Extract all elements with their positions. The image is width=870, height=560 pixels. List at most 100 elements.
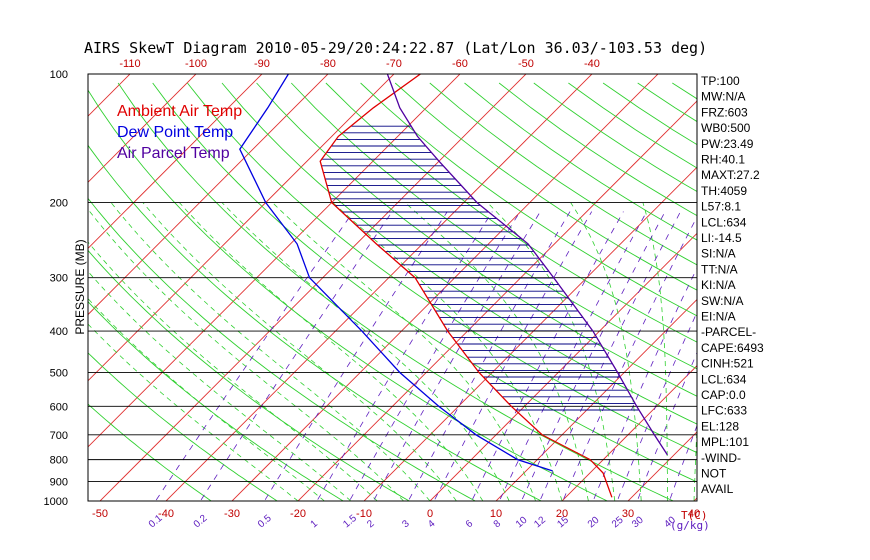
dry-adiabat-line bbox=[88, 249, 411, 501]
mixing-ratio-label: 8 bbox=[492, 518, 504, 530]
bottom-temp-tick-label: -10 bbox=[356, 508, 372, 520]
bottom-temperature-axis: -50 -40 -30 -20 -10 0 10 20 30 40 bbox=[92, 508, 700, 520]
mixing-ratio-line bbox=[471, 211, 624, 501]
isotherm-line bbox=[88, 74, 329, 316]
bottom-temp-tick-label: 0 bbox=[427, 508, 433, 520]
pressure-tick-label: 1000 bbox=[44, 496, 68, 508]
index-entry: SW:N/A bbox=[701, 294, 743, 308]
dry-adiabat-line bbox=[776, 83, 870, 510]
isotherm-line bbox=[88, 74, 197, 183]
index-entry: L57:8.1 bbox=[701, 200, 741, 214]
dry-adiabat-line bbox=[88, 352, 279, 501]
dry-adiabat-line bbox=[290, 82, 697, 370]
pressure-tick-label: 400 bbox=[50, 326, 68, 338]
mixing-ratio-line bbox=[636, 351, 697, 501]
isotherm-line bbox=[495, 298, 697, 501]
bottom-temp-tick-label: -50 bbox=[92, 508, 108, 520]
pressure-tick-label: 300 bbox=[50, 273, 68, 285]
mixing-ratio-line bbox=[372, 211, 541, 501]
moist-adiabat-line bbox=[88, 241, 378, 501]
chart-title: AIRS SkewT Diagram 2010-05-29/20:24:22.8… bbox=[84, 39, 707, 57]
isotherm-line bbox=[231, 74, 659, 501]
index-entry: LCL:634 bbox=[701, 215, 747, 229]
index-entry: PW:23.49 bbox=[701, 137, 754, 151]
top-temp-tick-label: -60 bbox=[452, 58, 468, 70]
pressure-tick-label: 200 bbox=[50, 198, 68, 210]
isotherm-line bbox=[88, 74, 263, 250]
moist-adiabat-line bbox=[179, 202, 484, 501]
index-entry: EI:N/A bbox=[701, 310, 736, 324]
pressure-axis: 100 200 300 400 500 600 700 800 900 1000 bbox=[44, 69, 68, 508]
top-temp-tick-label: -90 bbox=[254, 58, 270, 70]
mixing-ratio-label: 1 bbox=[309, 518, 321, 530]
top-temp-tick-label: -110 bbox=[119, 58, 140, 70]
index-entry: MPL:101 bbox=[701, 435, 749, 449]
isotherm-line bbox=[88, 74, 395, 382]
pressure-tick-label: 600 bbox=[50, 401, 68, 413]
top-temp-tick-label: -70 bbox=[386, 58, 402, 70]
dry-adiabat-line bbox=[88, 403, 212, 501]
bottom-temp-tick-label: 30 bbox=[622, 508, 634, 520]
dry-adiabat-line bbox=[325, 82, 697, 343]
index-entry: WB0:500 bbox=[701, 121, 751, 135]
mixing-ratio-label: 12 bbox=[532, 514, 548, 530]
mixing-ratio-line bbox=[348, 211, 521, 501]
isotherm-line bbox=[561, 365, 697, 501]
isotherm-line bbox=[165, 74, 593, 501]
top-temp-tick-label: -40 bbox=[584, 58, 600, 70]
moist-adiabat-line bbox=[221, 202, 510, 501]
mixing-ratio-label: 20 bbox=[586, 514, 602, 530]
index-entry: SI:N/A bbox=[701, 247, 736, 261]
top-temp-tick-label: -50 bbox=[518, 58, 534, 70]
index-entry: LI:-14.5 bbox=[701, 231, 742, 245]
moist-adiabat-line bbox=[404, 202, 589, 501]
cape-hatch-area bbox=[321, 125, 640, 411]
isotherm-line bbox=[0, 64, 7, 510]
legend-entry: Dew Point Temp bbox=[117, 124, 233, 141]
mixing-ratio-line bbox=[498, 211, 648, 501]
dry-adiabat-line bbox=[256, 82, 697, 397]
mixing-ratio-line bbox=[616, 311, 697, 501]
temp-unit-label: T(C) bbox=[681, 509, 708, 522]
isotherm-line bbox=[0, 64, 73, 510]
legend: Ambient Air Temp Dew Point Temp Air Parcel… bbox=[117, 103, 242, 162]
index-entry: CINH:521 bbox=[701, 357, 754, 371]
mixing-ratio-label: 10 bbox=[514, 514, 530, 530]
dry-adiabat-line bbox=[811, 83, 870, 510]
mixing-ratio-labels: 0.1 0.2 0.5 1 1.5 2 3 4 6 8 10 12 15 20 25 30 40 bbox=[147, 513, 678, 531]
isotherm-line bbox=[363, 166, 697, 501]
mixing-ratio-line bbox=[562, 215, 697, 501]
index-entry: CAPE:6493 bbox=[701, 341, 764, 355]
sounding-series bbox=[239, 74, 668, 498]
dry-adiabat-line bbox=[187, 82, 697, 454]
pressure-tick-label: 900 bbox=[50, 476, 68, 488]
isotherm-line bbox=[817, 64, 870, 510]
bottom-temp-tick-label: -30 bbox=[224, 508, 240, 520]
mixing-ratio-line bbox=[669, 424, 697, 501]
index-entry: CAP:0.0 bbox=[701, 388, 746, 402]
mixing-ratio-line bbox=[155, 211, 354, 501]
index-entry: TT:N/A bbox=[701, 262, 738, 276]
mixing-ratio-line bbox=[539, 211, 681, 501]
index-entry: RH:40.1 bbox=[701, 153, 745, 167]
mixing-ratio-unit-label: (g/kg) bbox=[670, 519, 710, 532]
index-entry: -PARCEL- bbox=[701, 325, 756, 339]
dry-adiabat-line bbox=[88, 197, 477, 501]
bottom-temp-tick-label: -40 bbox=[158, 508, 174, 520]
mixing-ratio-label: 6 bbox=[464, 518, 476, 530]
series-line-ambient-air-temp bbox=[319, 74, 613, 498]
index-entry: MW:N/A bbox=[701, 90, 745, 104]
index-entry: NOT bbox=[701, 467, 727, 481]
dry-adiabat-line bbox=[429, 82, 697, 266]
pressure-tick-label: 800 bbox=[50, 455, 68, 467]
dry-adiabat-line bbox=[88, 89, 609, 501]
dry-adiabat-line bbox=[152, 82, 697, 483]
mixing-ratio-line bbox=[407, 211, 571, 501]
top-temp-tick-label: -80 bbox=[320, 58, 336, 70]
index-entry: KI:N/A bbox=[701, 278, 736, 292]
mixing-ratio-line bbox=[592, 267, 697, 501]
pressure-tick-label: 500 bbox=[50, 367, 68, 379]
mixing-ratio-label: 0.2 bbox=[192, 513, 210, 531]
